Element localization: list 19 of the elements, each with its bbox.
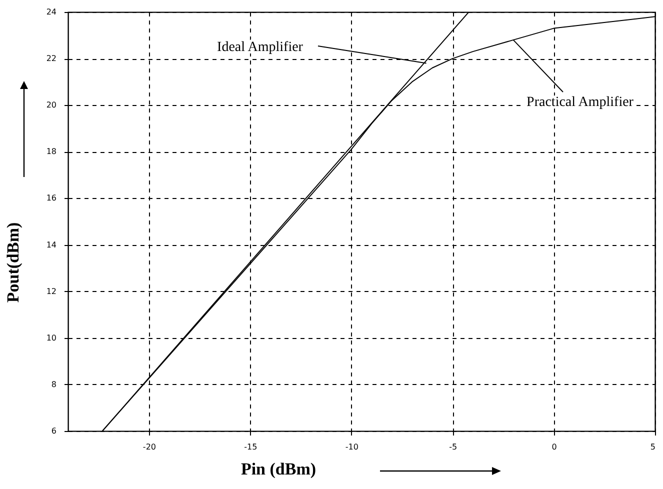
y-tick-label: 24 (46, 8, 56, 16)
x-tick-label: -15 (244, 442, 258, 452)
x-tick-label: 5 (650, 442, 656, 452)
y-tick-label: 18 (46, 147, 56, 156)
y-tick-label: 22 (46, 54, 56, 64)
x-tick-label: -5 (449, 442, 458, 452)
x-tick-label: -20 (142, 442, 156, 452)
y-tick-label: 6 (51, 426, 56, 436)
y-axis-title: Pout(dBm) (3, 222, 22, 303)
y-tick-label: 8 (51, 380, 56, 389)
y-tick-label: 10 (46, 333, 56, 342)
annotation: Ideal Amplifier (217, 40, 304, 55)
y-tick-label: 16 (46, 194, 56, 203)
x-tick-label: -10 (345, 442, 358, 452)
y-tick-label: 20 (46, 100, 56, 110)
y-tick-label: 12 (46, 286, 56, 296)
y-tick-label: 14 (46, 240, 56, 250)
x-axis-title: Pin (dBm) (240, 460, 316, 478)
x-tick-label: 0 (552, 442, 557, 452)
